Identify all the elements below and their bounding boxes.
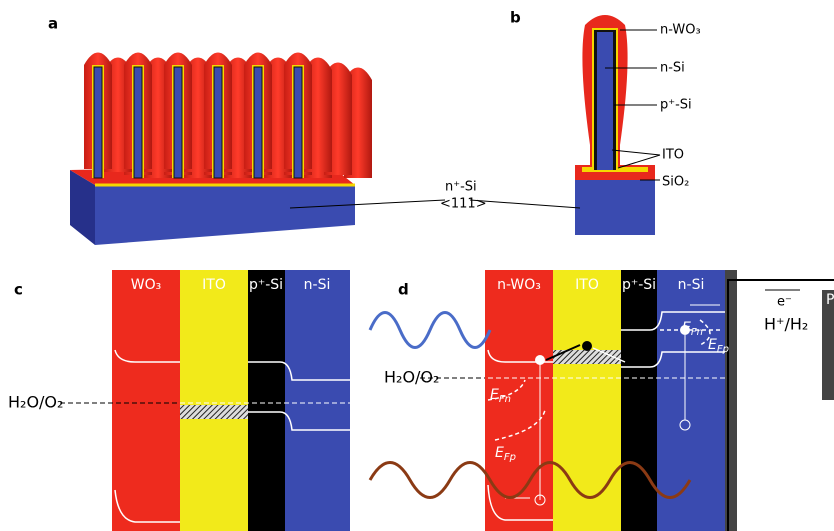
layer-label: p⁺-Si (249, 277, 283, 293)
layer-label: n-Si (678, 277, 705, 293)
wire-core (94, 67, 102, 178)
fermi-subscript: Fp (504, 452, 516, 463)
layer-label: ITO (202, 277, 226, 293)
fermi-symbol: E (495, 445, 504, 461)
fermi-symbol: E (708, 337, 717, 353)
panel-label: a (48, 15, 58, 33)
layer-label: n-WO₃ (497, 277, 541, 293)
wire-core (174, 67, 182, 178)
layer-label: p⁺-Si (622, 277, 656, 293)
fermi-subscript: Fn (691, 327, 703, 338)
annotation: n⁺-Si (445, 180, 477, 195)
annotation: n-Si (660, 61, 685, 76)
wire-core (254, 67, 262, 178)
layer-label: n-Si (304, 277, 331, 293)
level-label: H⁺/H₂ (764, 315, 808, 334)
fermi-subscript: Fn (499, 394, 511, 405)
annotation: p⁺-Si (660, 98, 692, 113)
fermi-subscript: Fp (717, 344, 729, 355)
layer-label: ITO (575, 277, 599, 293)
level-label: H₂O/O₂ (8, 393, 63, 412)
fermi-symbol: E (682, 320, 691, 336)
panel-label: b (510, 9, 521, 27)
panel-label: d (398, 281, 409, 299)
annotation: SiO₂ (662, 175, 689, 190)
band-layers (370, 270, 834, 531)
figure: a b n-WO₃ n-Si p⁺-Si ITO SiO₂ n⁺-Si <111… (0, 0, 834, 531)
wire-core (294, 67, 302, 178)
single-wire (575, 15, 655, 235)
panel-label: c (14, 281, 23, 299)
annotation: ITO (662, 148, 684, 163)
wire-core (214, 67, 222, 178)
layer-label: WO₃ (131, 277, 161, 293)
electrode-label: P (826, 292, 834, 308)
fermi-symbol: E (490, 387, 499, 403)
wire-core (134, 67, 142, 178)
annotation: n-WO₃ (660, 23, 701, 38)
nanowire-array (70, 53, 372, 246)
level-label: H₂O/O₂ (384, 368, 439, 387)
annotation: <111> (440, 197, 487, 212)
electron-label: e⁻ (777, 295, 792, 310)
band-layers (60, 270, 350, 531)
